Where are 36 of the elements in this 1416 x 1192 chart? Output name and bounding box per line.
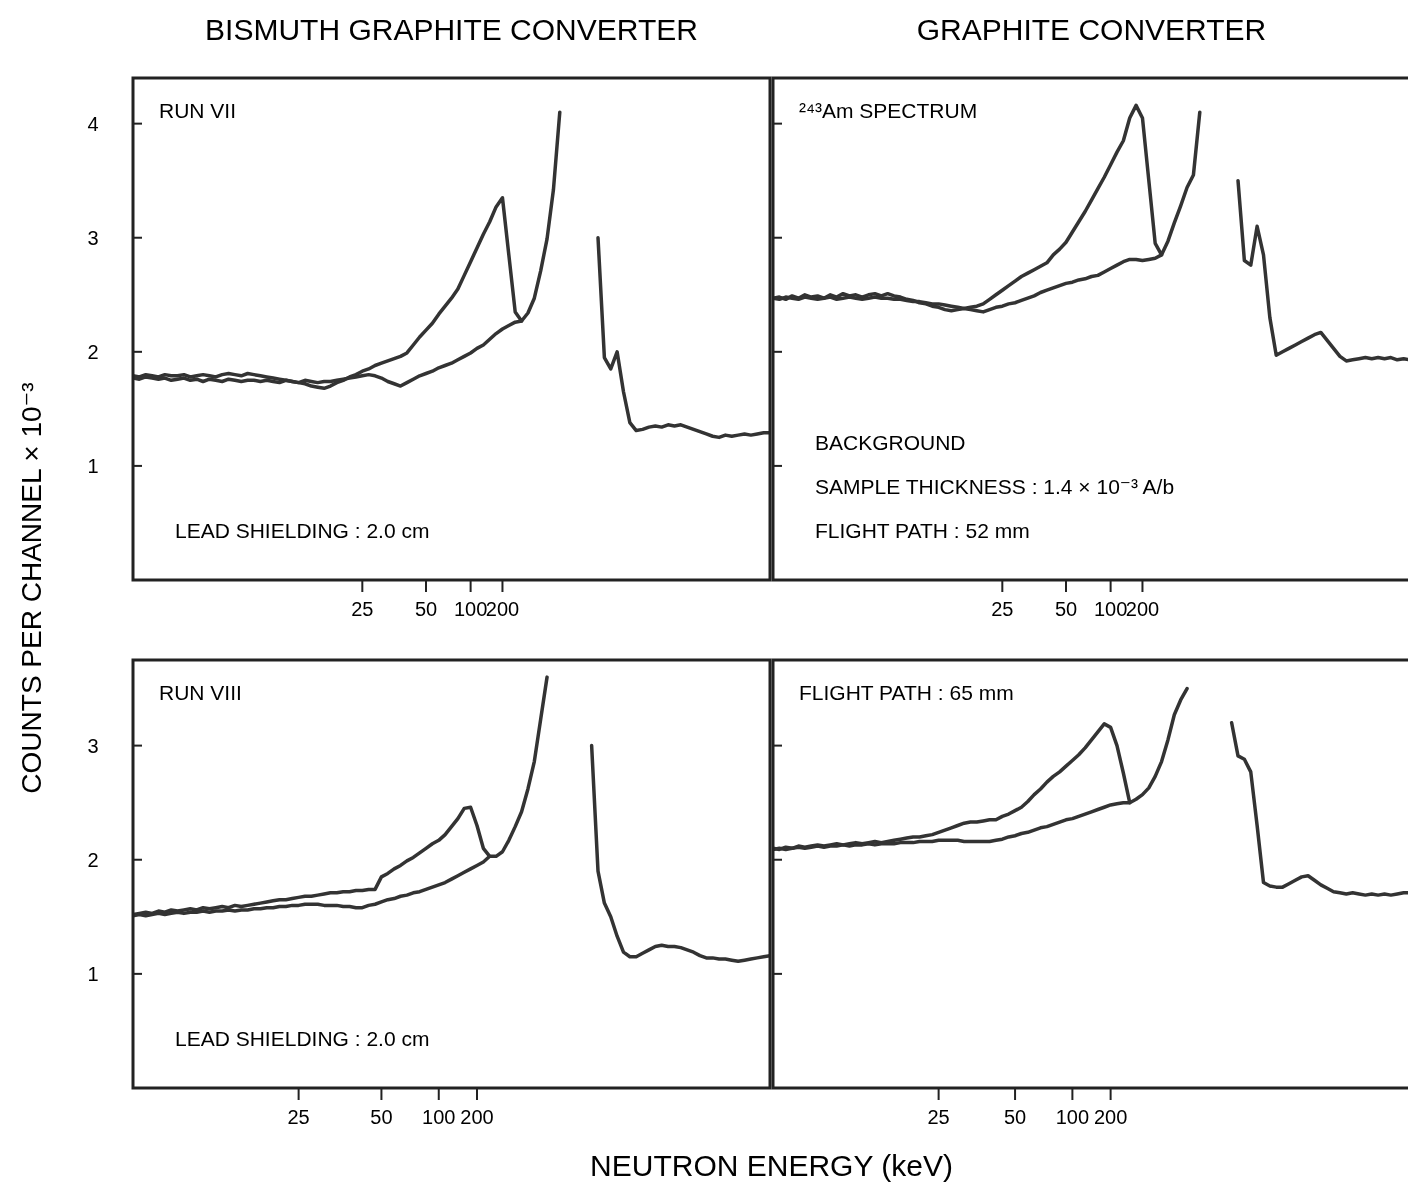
- y-axis-title: COUNTS PER CHANNEL × 10⁻³: [16, 382, 47, 794]
- y-tick-label: 1: [87, 962, 99, 985]
- chart-title: GRAPHITE CONVERTER: [916, 13, 1267, 46]
- annotation: FLIGHT PATH : 65 mm: [799, 681, 1014, 704]
- x-tick-label: 50: [414, 598, 438, 620]
- annotation: LEAD SHIELDING : 2.0 cm: [175, 1027, 430, 1050]
- x-tick-label: 50: [1003, 1106, 1027, 1128]
- x-tick-label: 200: [485, 598, 520, 620]
- y-tick-label: 4: [87, 112, 99, 135]
- annotation: SAMPLE THICKNESS : 1.4 × 10⁻³ A/b: [815, 475, 1175, 498]
- x-tick-label: 100: [1055, 1106, 1090, 1128]
- x-axis-title: NEUTRON ENERGY (keV): [590, 1149, 953, 1182]
- y-tick-label: 2: [87, 340, 99, 363]
- y-tick-label: 3: [87, 226, 99, 249]
- annotation: FLIGHT PATH : 52 mm: [815, 519, 1030, 542]
- x-tick-label: 200: [1125, 598, 1160, 620]
- x-tick-label: 50: [370, 1106, 393, 1128]
- annotation: LEAD SHIELDING : 2.0 cm: [175, 519, 430, 542]
- annotation: RUN VII: [159, 99, 237, 122]
- annotation: ²⁴³Am SPECTRUM: [799, 99, 978, 122]
- annotation: BACKGROUND: [815, 431, 966, 454]
- annotation: RUN VIII: [159, 681, 242, 704]
- chart-title: BISMUTH GRAPHITE CONVERTER: [205, 13, 698, 46]
- x-tick-label: 100: [453, 598, 488, 620]
- x-tick-label: 25: [991, 598, 1014, 620]
- y-tick-label: 3: [87, 734, 99, 757]
- x-tick-label: 25: [287, 1106, 310, 1128]
- x-tick-label: 200: [460, 1106, 494, 1128]
- y-tick-label: 2: [87, 848, 99, 871]
- x-tick-label: 25: [927, 1106, 950, 1128]
- x-tick-label: 200: [1093, 1106, 1128, 1128]
- x-tick-label: 50: [1054, 598, 1078, 620]
- x-tick-label: 100: [1093, 598, 1128, 620]
- x-tick-label: 25: [351, 598, 374, 620]
- y-tick-label: 1: [87, 454, 99, 477]
- x-tick-label: 100: [422, 1106, 456, 1128]
